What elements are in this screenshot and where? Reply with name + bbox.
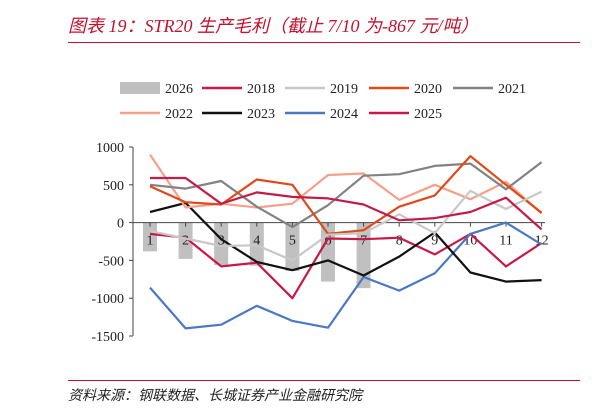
line-series-2018 [150, 176, 543, 231]
bar-2026-2 [178, 222, 193, 259]
bar-2026-3 [214, 222, 229, 265]
legend-label-2018: 2018 [247, 82, 275, 97]
y-tick-label: 0 [117, 217, 124, 232]
x-tick-label: 5 [289, 234, 296, 249]
chart-legend: 2026 2018 2019 2020 2021 2022 2023 2024 2025 [120, 82, 526, 122]
x-tick-label: 8 [396, 234, 403, 249]
x-tick-label: 1 [147, 234, 154, 249]
legend-swatch-2026 [120, 82, 160, 94]
bar-series-2026 [143, 222, 371, 289]
x-tick-label: 11 [499, 234, 512, 249]
legend-label-2021: 2021 [498, 82, 526, 97]
x-tick-label: 7 [360, 234, 367, 249]
legend-label-2019: 2019 [330, 82, 358, 97]
y-tick-label: -1000 [91, 292, 124, 307]
legend-label-2024: 2024 [330, 107, 358, 122]
legend-label-2020: 2020 [414, 82, 442, 97]
source-note: 资料来源：钢联数据、长城证券产业金融研究院 [68, 389, 362, 404]
y-tick-label: -500 [98, 254, 124, 269]
chart-title: 图表 19：STR20 生产毛利（截止 7/10 为-867 元/吨） [68, 16, 479, 36]
bar-2026-6 [321, 222, 335, 282]
x-tick-label: 2 [182, 234, 189, 249]
legend-label-2022: 2022 [165, 107, 193, 122]
line-series [149, 153, 543, 330]
legend-label-2026: 2026 [165, 82, 193, 97]
legend-label-2025: 2025 [414, 107, 442, 122]
x-axis: 1 2 3 4 5 6 7 8 9 10 11 12 [133, 222, 549, 249]
line-series-2021 [149, 161, 543, 229]
x-tick-label: 9 [431, 234, 438, 249]
bar-2026-1 [143, 222, 157, 252]
line-series-2024 [149, 221, 543, 330]
bar-2026-4 [249, 222, 264, 266]
legend-label-2023: 2023 [247, 107, 275, 122]
source-divider [68, 380, 580, 381]
x-tick-label: 4 [253, 234, 260, 249]
line-series-2025 [149, 232, 543, 300]
line-series-2020 [149, 155, 543, 235]
x-tick-label: 6 [325, 234, 332, 249]
y-tick-label: 500 [103, 179, 124, 194]
y-tick-label: 1000 [96, 141, 124, 156]
x-tick-label: 3 [218, 234, 225, 249]
y-axis: 1000 500 0 -500 -1000 -1500 [91, 141, 134, 345]
line-series-2019 [149, 189, 543, 262]
line-series-2023 [149, 201, 542, 283]
y-tick-label: -1500 [91, 330, 124, 345]
title-divider [68, 42, 580, 43]
